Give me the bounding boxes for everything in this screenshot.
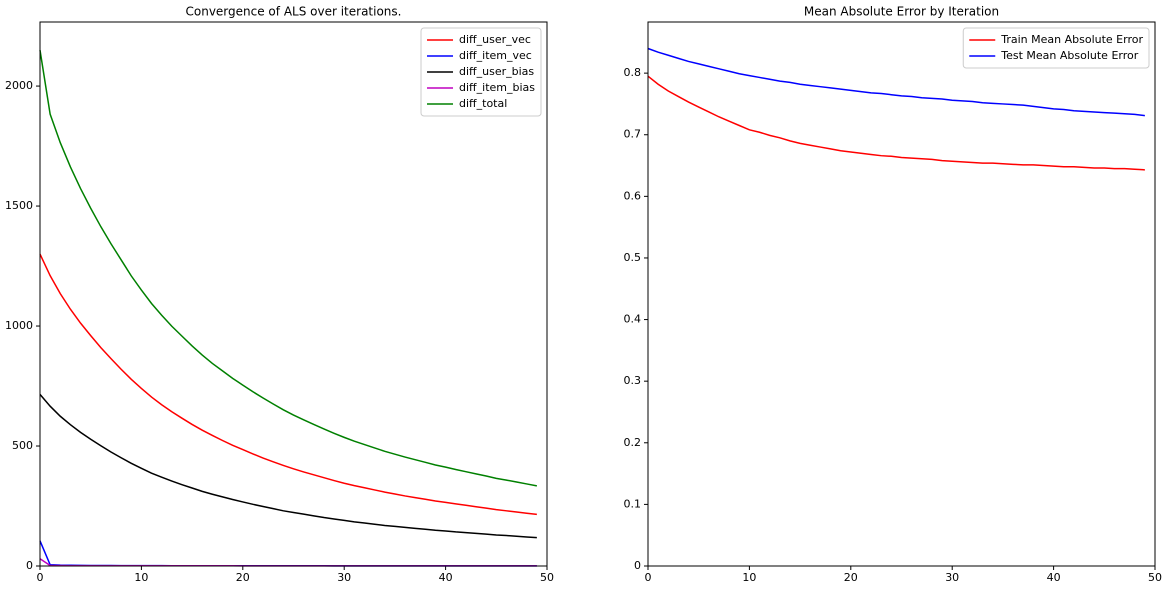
y-tick-label: 0.2 [624,436,642,449]
y-tick-label: 2000 [5,79,33,92]
series-line [647,75,1145,171]
y-tick-label: 0.5 [624,251,642,264]
y-tick-label: 0.8 [624,66,642,79]
legend-label: Test Mean Absolute Error [1000,49,1138,62]
series-line [39,540,537,567]
x-tick-label: 30 [945,571,959,584]
legend-label: diff_total [459,97,507,110]
y-tick-label: 0.1 [624,497,642,510]
legend-box [962,27,1150,69]
y-tick-label: 0 [26,559,33,572]
legend: Train Mean Absolute Error Test Mean Absol… [962,27,1150,69]
x-tick-label: 10 [134,571,148,584]
chart-title: Mean Absolute Error by Iteration [804,5,999,19]
legend: diff_user_vec diff_item_vec diff_user_bias… [420,27,542,117]
legend-label: diff_user_bias [459,65,534,78]
y-tick-label: 1000 [5,319,33,332]
x-tick-label: 0 [645,571,652,584]
y-tick-label: 1500 [5,199,33,212]
y-tick-label: 500 [12,439,33,452]
x-tick-label: 40 [439,571,453,584]
x-tick-label: 40 [1047,571,1061,584]
x-tick-label: 0 [37,571,44,584]
y-tick-label: 0.7 [624,128,642,141]
series-line [39,393,537,539]
chart-title: Convergence of ALS over iterations. [186,5,402,19]
y-tick-label: 0.4 [624,313,642,326]
axes-frame [39,21,548,567]
x-tick-label: 30 [337,571,351,584]
legend-label: diff_item_vec [459,49,532,62]
x-tick-label: 20 [236,571,250,584]
x-tick-label: 10 [742,571,756,584]
y-tick-label: 0.6 [624,189,642,202]
y-tick-label: 0.3 [624,374,642,387]
series-line [647,47,1145,117]
x-tick-label: 20 [844,571,858,584]
legend-box [420,27,542,117]
series-line [39,49,537,487]
legend-label: diff_user_vec [459,33,531,46]
x-tick-label: 50 [540,571,554,584]
legend-label: Train Mean Absolute Error [1000,33,1143,46]
axes-frame [647,21,1156,567]
legend-label: diff_item_bias [459,81,535,94]
x-tick-label: 50 [1148,571,1162,584]
series-line [39,253,537,516]
y-tick-label: 0 [634,559,641,572]
